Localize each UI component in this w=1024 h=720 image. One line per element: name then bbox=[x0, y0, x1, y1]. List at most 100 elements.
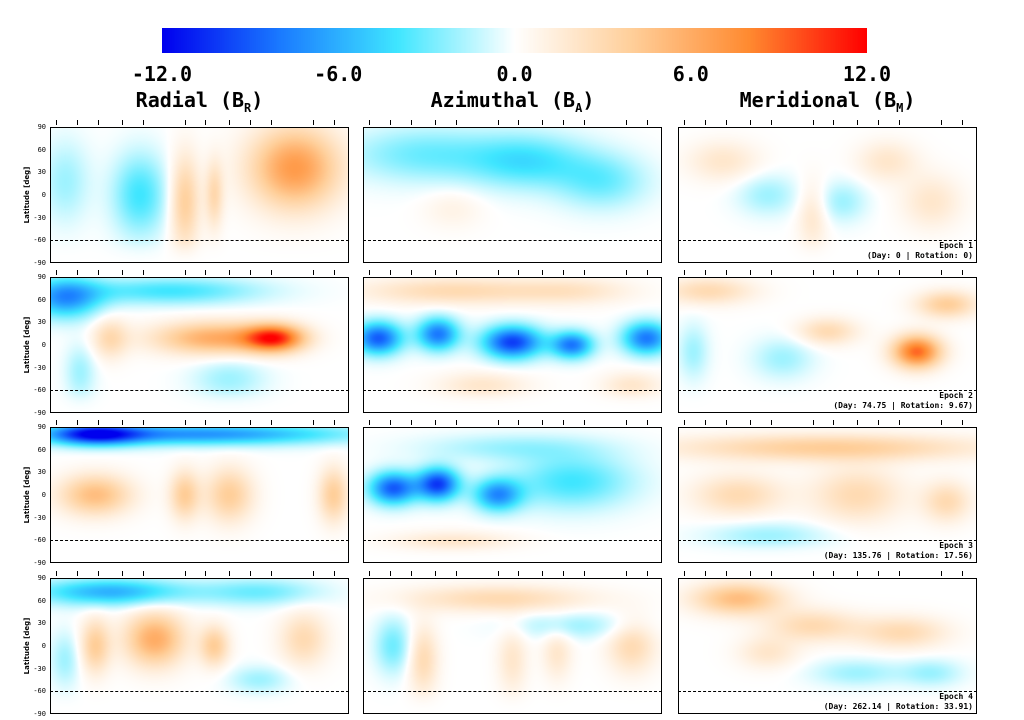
reference-line-minus-60 bbox=[50, 540, 349, 541]
rotation-tick bbox=[833, 270, 834, 275]
column-title-text: Azimuthal (B bbox=[430, 88, 576, 112]
rotation-tick bbox=[369, 270, 370, 275]
rotation-tick bbox=[857, 571, 858, 576]
rotation-tick bbox=[435, 120, 436, 125]
epoch-annotation: Epoch 1 (Day: 0 | Rotation: 0) bbox=[867, 241, 973, 261]
rotation-tick bbox=[411, 120, 412, 125]
heatmap-panel bbox=[50, 270, 349, 413]
rotation-tick bbox=[390, 420, 391, 425]
rotation-tick bbox=[962, 120, 963, 125]
epoch-annotation: Epoch 4 (Day: 262.14 | Rotation: 33.91) bbox=[824, 692, 973, 712]
panel-frame bbox=[363, 277, 662, 413]
rotation-tick bbox=[962, 571, 963, 576]
rotation-tick bbox=[498, 420, 499, 425]
panel-frame bbox=[50, 427, 349, 563]
y-tick-label: -60 bbox=[33, 536, 46, 545]
rotation-tick bbox=[771, 571, 772, 576]
column-title-subscript: M bbox=[896, 101, 904, 115]
panel-frame bbox=[678, 578, 977, 714]
rotation-tick bbox=[750, 120, 751, 125]
reference-line-minus-60 bbox=[363, 540, 662, 541]
panel-frame bbox=[363, 127, 662, 263]
rotation-tick bbox=[334, 270, 335, 275]
rotation-tick bbox=[684, 120, 685, 125]
rotation-tick bbox=[726, 571, 727, 576]
rotation-tick bbox=[899, 270, 900, 275]
rotation-tick bbox=[899, 420, 900, 425]
rotation-tick bbox=[143, 420, 144, 425]
rotation-tick bbox=[518, 420, 519, 425]
rotation-tick bbox=[647, 420, 648, 425]
epoch-day-rotation: (Day: 135.76 | Rotation: 17.56) bbox=[823, 551, 973, 560]
rotation-tick bbox=[77, 571, 78, 576]
heatmap-panel: Epoch 2 (Day: 74.75 | Rotation: 9.67) bbox=[678, 270, 977, 413]
rotation-tick bbox=[98, 270, 99, 275]
rotation-tick bbox=[122, 420, 123, 425]
column-title-azimuthal: Azimuthal (BA) bbox=[431, 88, 595, 115]
y-axis-title: Latitude [deg] bbox=[23, 466, 31, 524]
colorbar-tick-label: 12.0 bbox=[842, 62, 892, 86]
rotation-tick bbox=[369, 120, 370, 125]
heatmap-panel bbox=[363, 270, 662, 413]
reference-line-minus-60 bbox=[363, 390, 662, 391]
y-axis-title: Latitude [deg] bbox=[23, 617, 31, 675]
epoch-day-rotation: (Day: 0 | Rotation: 0) bbox=[867, 251, 973, 260]
rotation-tick bbox=[813, 270, 814, 275]
rotation-tick bbox=[143, 270, 144, 275]
rotation-tick bbox=[435, 270, 436, 275]
reference-line-minus-60 bbox=[50, 691, 349, 692]
y-tick-label: 90 bbox=[37, 273, 46, 281]
rotation-tick bbox=[647, 571, 648, 576]
rotation-tick bbox=[878, 571, 879, 576]
rotation-tick bbox=[705, 420, 706, 425]
rotation-tick bbox=[899, 571, 900, 576]
y-tick-label: 90 bbox=[37, 423, 46, 431]
rotation-tick bbox=[563, 270, 564, 275]
rotation-tick bbox=[98, 420, 99, 425]
rotation-tick bbox=[313, 270, 314, 275]
rotation-tick bbox=[143, 120, 144, 125]
panel-frame bbox=[363, 578, 662, 714]
rotation-tick bbox=[584, 571, 585, 576]
rotation-tick bbox=[122, 270, 123, 275]
rotation-tick bbox=[626, 270, 627, 275]
rotation-tick bbox=[435, 420, 436, 425]
y-tick-label: -60 bbox=[33, 687, 46, 696]
panel-frame bbox=[363, 427, 662, 563]
y-tick-label: 30 bbox=[37, 318, 46, 327]
rotation-tick bbox=[857, 120, 858, 125]
reference-line-minus-60 bbox=[50, 390, 349, 391]
y-tick-label: -30 bbox=[33, 513, 46, 522]
heatmap-panel: Epoch 1 (Day: 0 | Rotation: 0) bbox=[678, 120, 977, 263]
rotation-tick bbox=[271, 420, 272, 425]
epoch-label: Epoch 2 bbox=[939, 391, 973, 400]
heatmap-panel bbox=[50, 120, 349, 263]
rotation-tick bbox=[456, 120, 457, 125]
rotation-tick bbox=[771, 420, 772, 425]
column-title-close: ) bbox=[903, 88, 916, 112]
y-tick-label: -30 bbox=[33, 664, 46, 673]
y-axis-title: Latitude [deg] bbox=[23, 166, 31, 224]
rotation-tick bbox=[962, 270, 963, 275]
rotation-tick bbox=[185, 420, 186, 425]
rotation-tick bbox=[771, 120, 772, 125]
rotation-tick bbox=[813, 120, 814, 125]
rotation-tick bbox=[390, 120, 391, 125]
rotation-tick bbox=[122, 571, 123, 576]
rotation-tick bbox=[705, 120, 706, 125]
heatmap-panel bbox=[363, 120, 662, 263]
reference-line-minus-60 bbox=[678, 240, 977, 241]
rotation-tick bbox=[941, 120, 942, 125]
rotation-tick bbox=[726, 120, 727, 125]
rotation-tick bbox=[542, 120, 543, 125]
rotation-tick bbox=[518, 571, 519, 576]
rotation-tick bbox=[584, 120, 585, 125]
rotation-tick bbox=[411, 420, 412, 425]
rotation-tick bbox=[205, 571, 206, 576]
rotation-tick bbox=[750, 571, 751, 576]
rotation-tick bbox=[705, 270, 706, 275]
column-title-subscript: A bbox=[575, 101, 583, 115]
rotation-tick bbox=[456, 270, 457, 275]
heatmap-panel bbox=[50, 420, 349, 563]
rotation-tick bbox=[313, 120, 314, 125]
